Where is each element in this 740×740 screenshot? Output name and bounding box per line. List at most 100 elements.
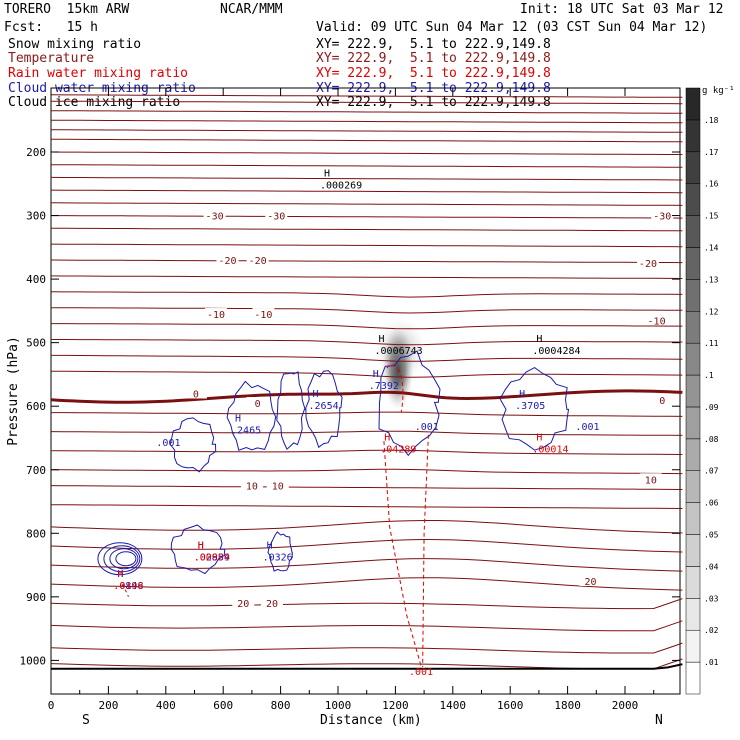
cloud-water-contour xyxy=(103,545,141,573)
init-time: Init: 18 UTC Sat 03 Mar 12 xyxy=(520,2,724,17)
colorbar-tick-label: .12 xyxy=(704,307,719,316)
y-tick-label: 800 xyxy=(26,527,46,540)
maximum-value-label: .001 xyxy=(156,438,180,449)
colorbar-swatch xyxy=(685,87,701,121)
maximum-value-label: .2654 xyxy=(309,401,339,412)
temperature-label: 10 xyxy=(246,482,258,493)
temperature-label-bg xyxy=(579,574,602,586)
temperature-label-bg xyxy=(265,209,288,221)
maximum-value-label: .001 xyxy=(415,422,439,433)
colorbar-tick-label: .05 xyxy=(704,531,719,540)
x-tick-label: 1000 xyxy=(325,699,352,712)
colorbar-swatch xyxy=(685,374,701,408)
y-tick-label: 400 xyxy=(26,273,46,286)
temperature-label-bg xyxy=(246,397,269,409)
temperature-label-bg xyxy=(240,479,263,491)
temperature-label-bg xyxy=(205,308,228,320)
colorbar-swatch xyxy=(685,438,701,471)
temperature-isotherm xyxy=(50,259,683,264)
colorbar-swatch xyxy=(685,598,701,631)
maximum-h-marker: H xyxy=(536,334,542,345)
temperature-isotherm xyxy=(50,658,683,670)
temperature-isotherm xyxy=(51,138,683,143)
temperature-isotherm xyxy=(50,94,683,98)
maximum-value-label: .001 xyxy=(575,422,599,433)
temperature-isotherm xyxy=(50,558,683,572)
colorbar-unit: g kg⁻¹ xyxy=(702,86,735,96)
colorbar-swatch xyxy=(685,470,701,503)
center-title: NCAR/MMM xyxy=(220,2,283,17)
colorbar-tick-label: .14 xyxy=(704,243,719,252)
maximum-value-label: .00959 xyxy=(194,552,230,563)
temperature-isotherm xyxy=(50,430,683,436)
surface-pressure-line xyxy=(51,663,683,670)
maximum-h-marker: H xyxy=(313,389,319,400)
maximum-h-marker: H xyxy=(117,569,123,580)
x-tick-label: 400 xyxy=(156,699,176,712)
colorbar-swatch xyxy=(685,119,701,153)
zero-degree-isotherm xyxy=(50,389,683,404)
temperature-label: -30 xyxy=(267,212,285,223)
y-tick-label: 600 xyxy=(26,400,46,413)
temperature-label: 20 xyxy=(585,577,597,588)
temperature-isotherm xyxy=(50,243,683,248)
temperature-isotherm xyxy=(51,227,683,232)
temperature-isotherm xyxy=(50,598,683,610)
legend-temperature: Temperature xyxy=(8,51,95,66)
temperature-isotherm xyxy=(50,202,683,206)
colorbar-swatch xyxy=(685,311,701,344)
y-tick-label: 300 xyxy=(26,210,46,223)
temperature-label-bg xyxy=(232,597,255,609)
maximum-h-marker: H xyxy=(198,540,204,551)
colorbar-swatch xyxy=(685,342,701,376)
maximum-h-marker: H xyxy=(536,432,542,443)
x-tick-label: 200 xyxy=(98,699,118,712)
temperature-label: 0 xyxy=(255,399,261,410)
maximum-value-label: .00014 xyxy=(532,444,568,455)
x-tick-label: 1400 xyxy=(440,699,467,712)
maximum-value-label: .7392 xyxy=(369,381,399,392)
legend-cloud-ice: Cloud ice mixing ratio xyxy=(8,95,181,110)
endpoint-right: N xyxy=(655,713,663,728)
maximum-h-marker: H xyxy=(267,540,273,551)
temperature-label-bg xyxy=(184,387,207,399)
x-tick-label: 1800 xyxy=(554,699,581,712)
colorbar-swatch xyxy=(685,502,701,535)
legend-snow: Snow mixing ratio xyxy=(8,37,142,52)
y-tick-label: 1000 xyxy=(20,654,47,667)
y-tick-label: 500 xyxy=(26,337,46,350)
temperature-labels: -30 -30 -30 -20 -20 -20 -10 -10 -10 0 0 0 10 10 10 20 20… xyxy=(184,209,674,610)
rain-contour xyxy=(122,583,129,598)
colorbar-swatch xyxy=(685,183,701,216)
cloud-water-contours xyxy=(97,350,570,576)
temperature-label-bg xyxy=(246,254,269,266)
colorbar-tick-label: .08 xyxy=(704,435,719,444)
rain-contour xyxy=(386,364,404,413)
colorbar-tick-label: .11 xyxy=(704,339,719,348)
x-tick-label: 1200 xyxy=(382,699,409,712)
temperature-label: 20 xyxy=(266,599,278,610)
temperature-label: -30 xyxy=(653,212,671,223)
maximum-value-label: .02884 xyxy=(194,552,230,563)
forecast-hour: Fcst: 15 h xyxy=(4,20,98,35)
legend-rain-xy: XY= 222.9, 5.1 to 222.9,149.8 xyxy=(316,66,551,81)
temperature-isotherm xyxy=(50,151,683,155)
temperature-isotherm xyxy=(51,215,683,219)
temperature-isotherm xyxy=(50,119,683,124)
colorbar-tick-label: .17 xyxy=(704,148,719,157)
x-tick-label: 0 xyxy=(48,699,55,712)
temperature-isotherm xyxy=(50,370,683,378)
legend-temperature-xy: XY= 222.9, 5.1 to 222.9,149.8 xyxy=(316,51,551,66)
colorbar-tick-label: .04 xyxy=(704,562,719,571)
maximum-value-label: .0004284 xyxy=(532,346,580,357)
maximum-h-marker: H xyxy=(379,334,385,345)
temperature-isotherm xyxy=(50,164,683,168)
temperature-label-bg xyxy=(252,308,275,320)
maximum-value-label: .001 xyxy=(409,667,433,678)
temperature-label: 10 xyxy=(272,482,284,493)
maximum-value-label: .0848 xyxy=(113,581,143,592)
colorbar-swatch xyxy=(685,279,701,312)
legend-rain: Rain water mixing ratio xyxy=(8,66,189,81)
maximum-h-marker: H xyxy=(198,540,204,551)
